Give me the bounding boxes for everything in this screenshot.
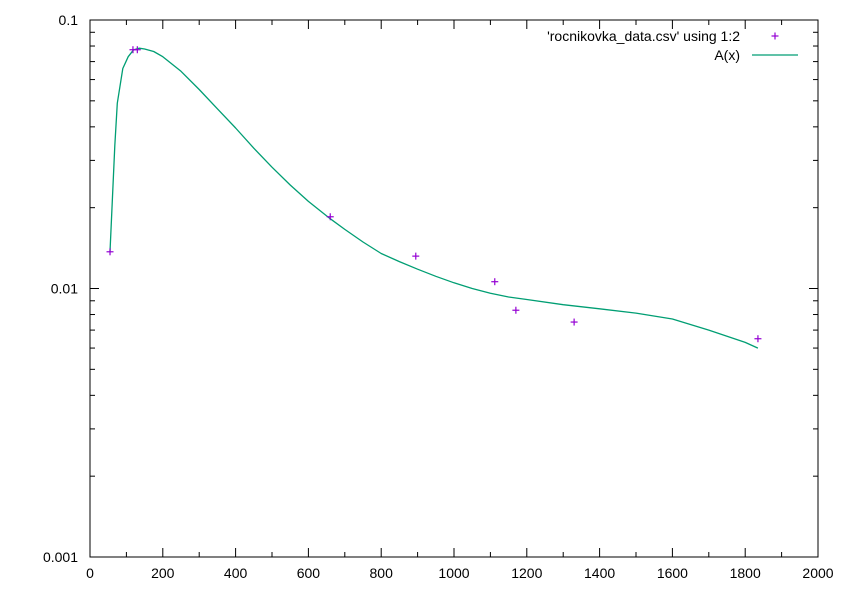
data-point	[491, 278, 499, 286]
y-tick-label: 0.01	[51, 281, 78, 297]
x-axis-tick-labels: 0 200 400 600 800 1000 1200 1400 1600 1800 2000	[86, 565, 834, 581]
legend: 'rocnikovka_data.csv' using 1:2 A(x)	[547, 28, 798, 63]
x-tick-label: 0	[86, 565, 94, 581]
series-data-points	[106, 46, 762, 343]
fit-curve	[109, 47, 759, 349]
data-point	[133, 46, 141, 54]
x-tick-label: 200	[151, 565, 175, 581]
axis-ticks	[89, 19, 819, 558]
x-tick-label: 1800	[730, 565, 761, 581]
data-point	[106, 248, 114, 256]
x-tick-label: 1000	[438, 565, 469, 581]
series-a-x-line	[109, 47, 759, 349]
x-tick-label: 400	[224, 565, 248, 581]
x-tick-label: 1600	[657, 565, 688, 581]
data-point	[326, 213, 334, 221]
data-point	[412, 252, 420, 260]
x-tick-label: 1200	[511, 565, 542, 581]
legend-label-data: 'rocnikovka_data.csv' using 1:2	[547, 28, 740, 44]
y-tick-label: 0.1	[59, 12, 79, 28]
data-point	[754, 335, 762, 343]
x-tick-label: 600	[297, 565, 321, 581]
x-tick-label: 800	[370, 565, 394, 581]
y-tick-label: 0.001	[43, 549, 78, 565]
data-point	[570, 318, 578, 326]
plot-frame	[89, 19, 819, 558]
legend-plus-marker	[771, 32, 779, 40]
data-point	[512, 306, 520, 314]
x-tick-label: 2000	[802, 565, 833, 581]
legend-label-fit: A(x)	[714, 47, 740, 63]
legend-marker-plus	[771, 32, 779, 40]
y-axis-tick-labels: 0.001 0.01 0.1	[43, 12, 78, 565]
x-tick-label: 1400	[584, 565, 615, 581]
